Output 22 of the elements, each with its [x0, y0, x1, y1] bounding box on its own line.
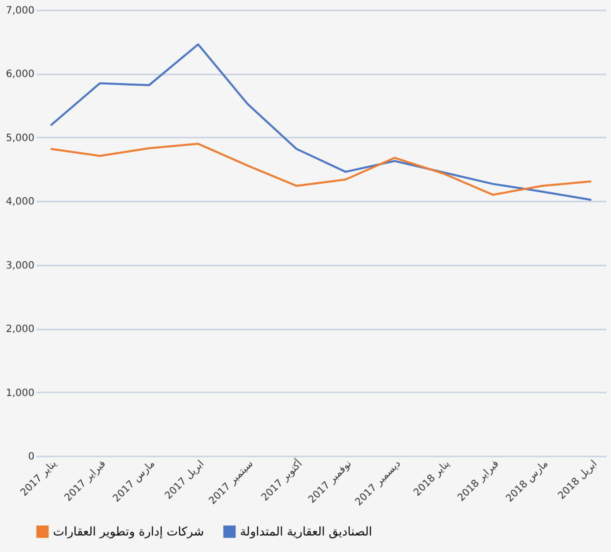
y-tick-label: 3,000: [6, 260, 34, 272]
x-tick-label: فبراير 2018: [456, 458, 502, 504]
y-tick-label: 1,000: [6, 388, 34, 399]
y-tick-label: 6,000: [6, 69, 34, 80]
x-tick-label: نوفمبر 2017: [306, 458, 354, 506]
y-tick-label: 2,000: [6, 324, 34, 336]
x-tick-label: مارس 2017: [111, 458, 158, 505]
x-tick-label: ديسمبر 2017: [353, 458, 403, 508]
x-tick-label: مارس 2018: [504, 458, 550, 505]
x-tick-label: أكتوبر 2017: [258, 456, 305, 504]
y-tick-label: 5,000: [6, 132, 34, 144]
y-tick-label: 4,000: [6, 196, 34, 208]
line-series: [50, 142, 592, 196]
x-tick-label: سبتمبر 2017: [207, 458, 256, 507]
line-series: [50, 43, 592, 201]
x-tick-label: فبراير 2017: [62, 458, 108, 504]
y-tick-label: 7,000: [6, 6, 34, 16]
legend-label: شركات إدارة وتطوير العقارات: [53, 524, 204, 539]
x-tick-label: ابريل 2017: [163, 458, 206, 502]
legend-label: الصناديق العقارية المتداولة: [240, 524, 372, 539]
x-tick-label: ابريل 2018: [556, 458, 600, 502]
x-tick-label: يناير 2018: [412, 458, 452, 499]
